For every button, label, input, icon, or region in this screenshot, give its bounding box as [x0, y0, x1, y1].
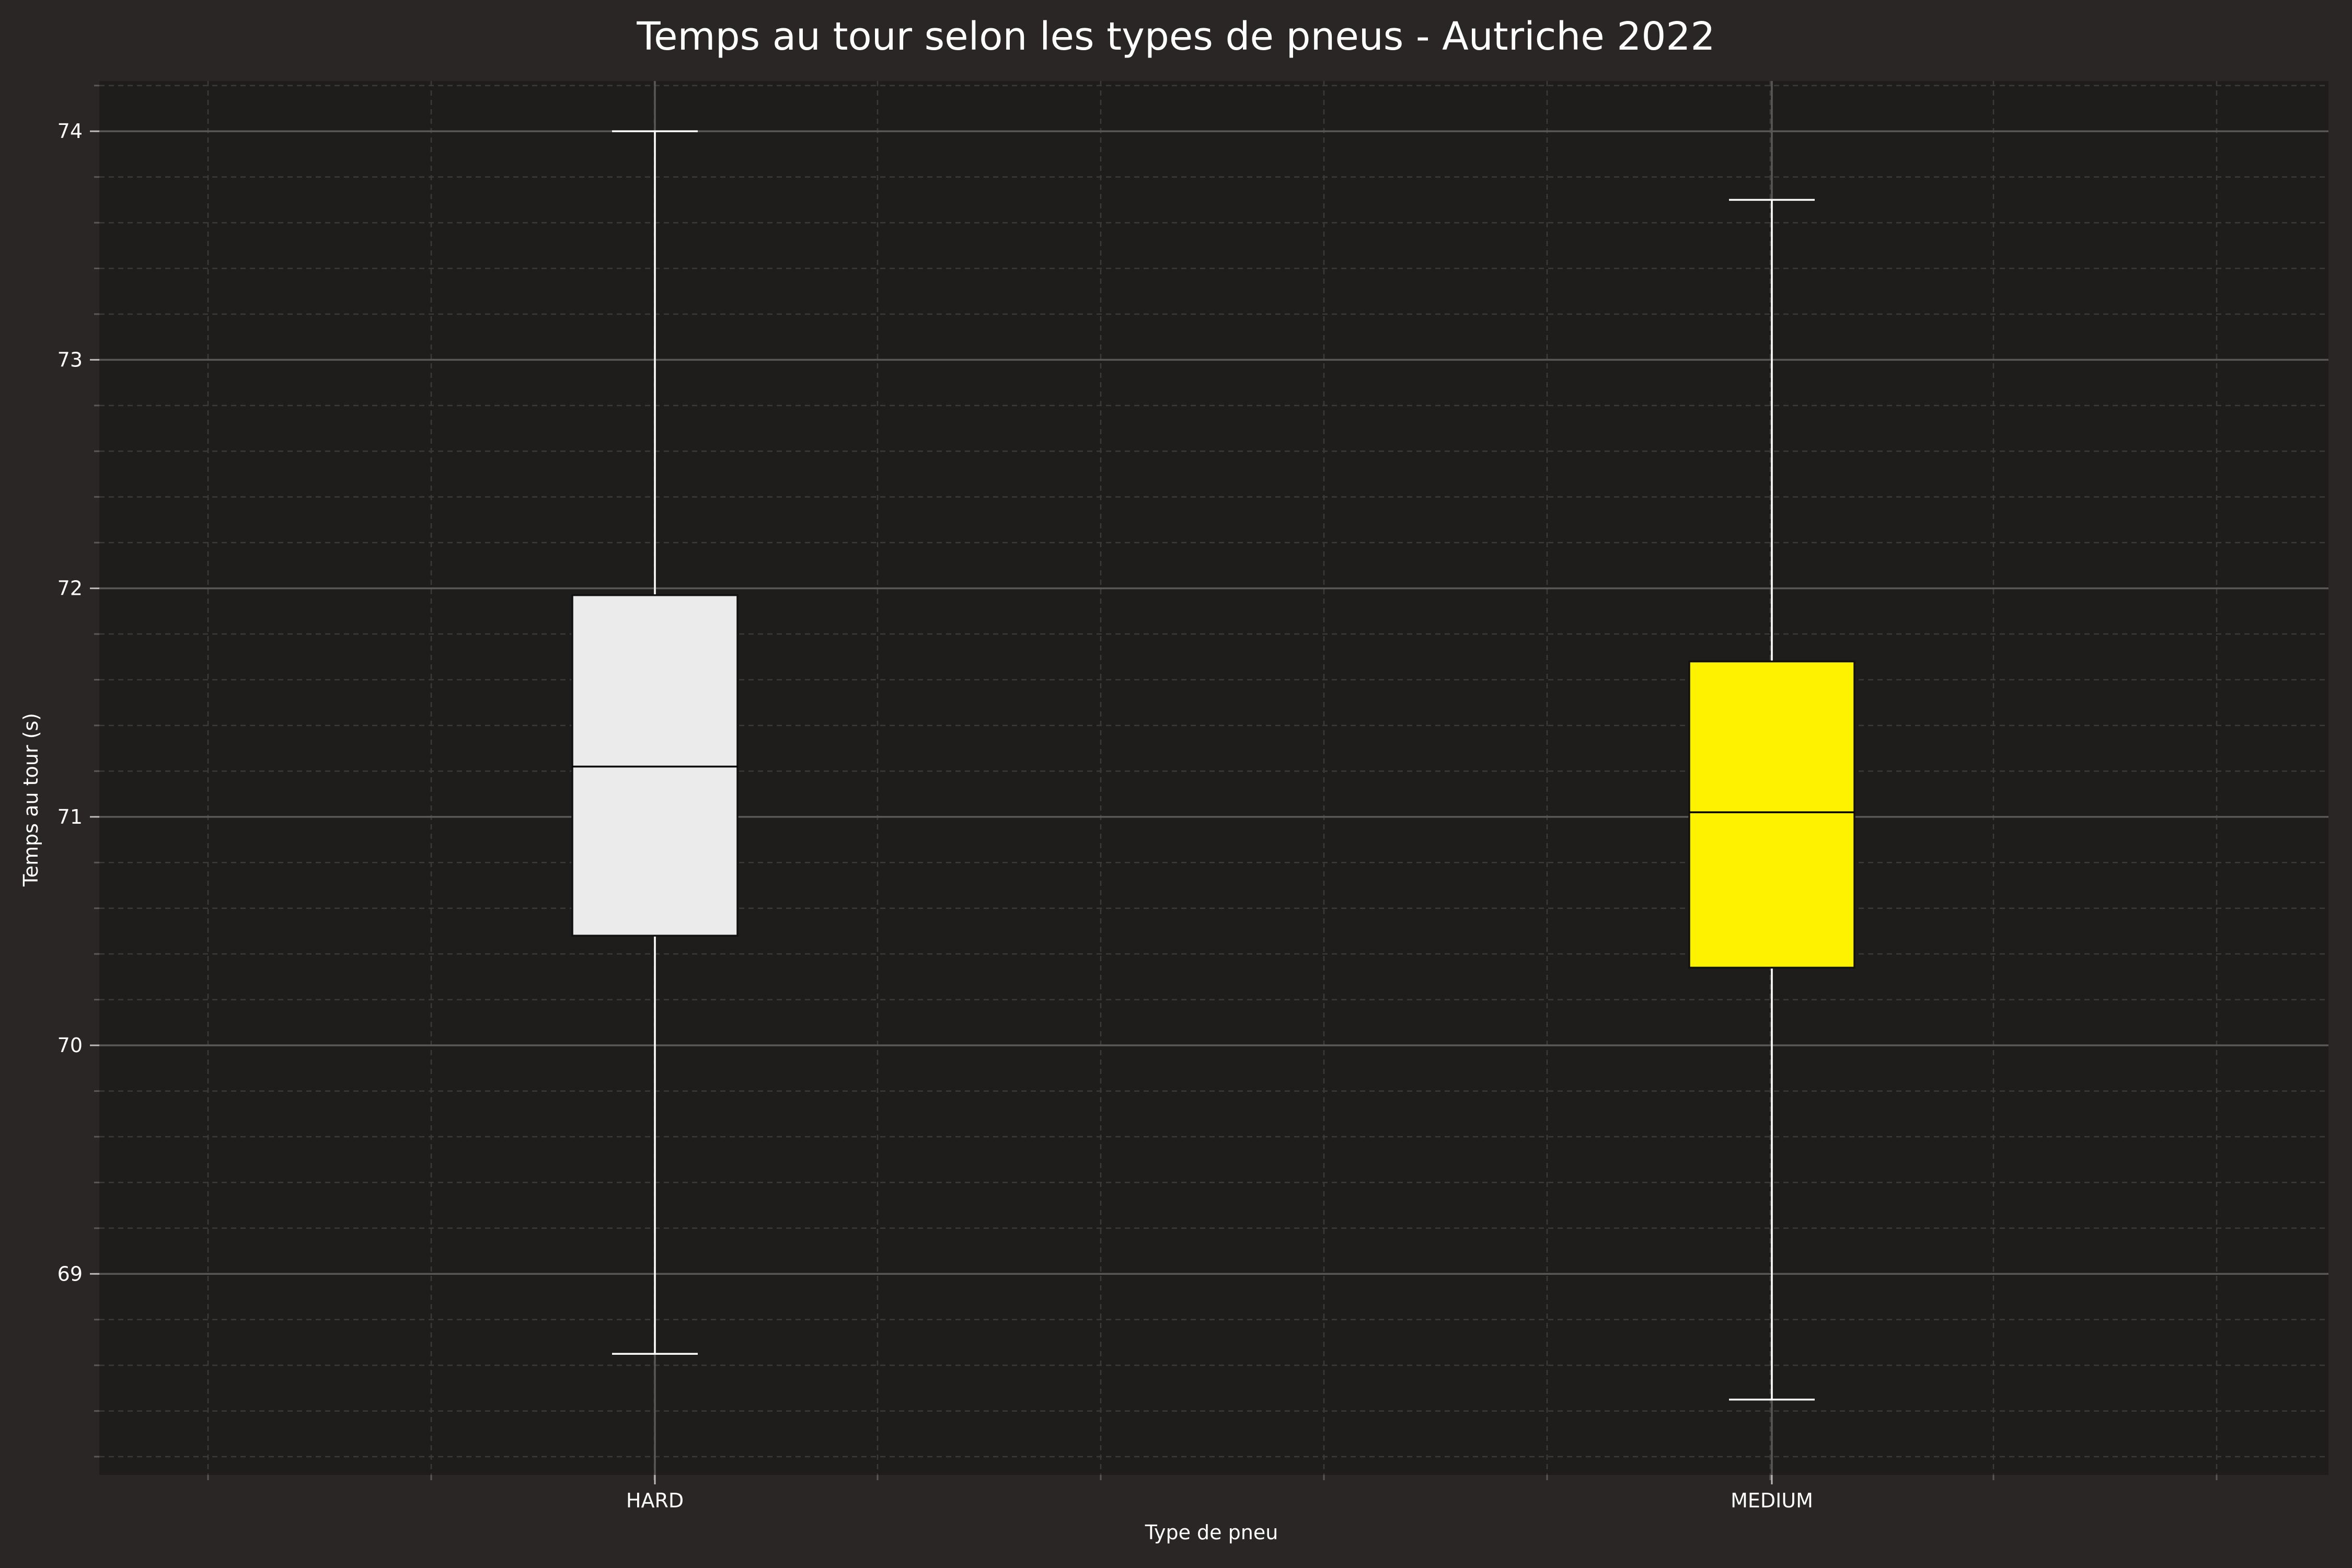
boxes [571, 130, 1855, 1401]
box-hard [571, 130, 739, 1355]
x-axis-label: Type de pneu [1145, 1521, 1278, 1544]
chart-title: Temps au tour selon les types de pneus -… [636, 14, 1715, 59]
x-tick-label: MEDIUM [1731, 1489, 1813, 1512]
y-tick-label: 70 [57, 1034, 83, 1057]
grid [99, 81, 2328, 1480]
y-tick-label: 74 [57, 120, 83, 143]
iqr-box [1688, 660, 1855, 969]
axes [90, 85, 1773, 1484]
x-tick-label: HARD [626, 1489, 684, 1512]
box-medium [1688, 199, 1855, 1401]
iqr-box [571, 594, 739, 937]
y-axis-label: Temps au tour (s) [19, 713, 42, 887]
y-tick-label: 73 [57, 348, 83, 371]
y-tick-label: 71 [57, 805, 83, 828]
y-tick-label: 69 [57, 1262, 83, 1285]
y-tick-label: 72 [57, 577, 83, 600]
plot-area [99, 81, 2328, 1475]
tick-labels: 69 70 71 72 73 74 HARD MEDIUM [57, 120, 1813, 1512]
